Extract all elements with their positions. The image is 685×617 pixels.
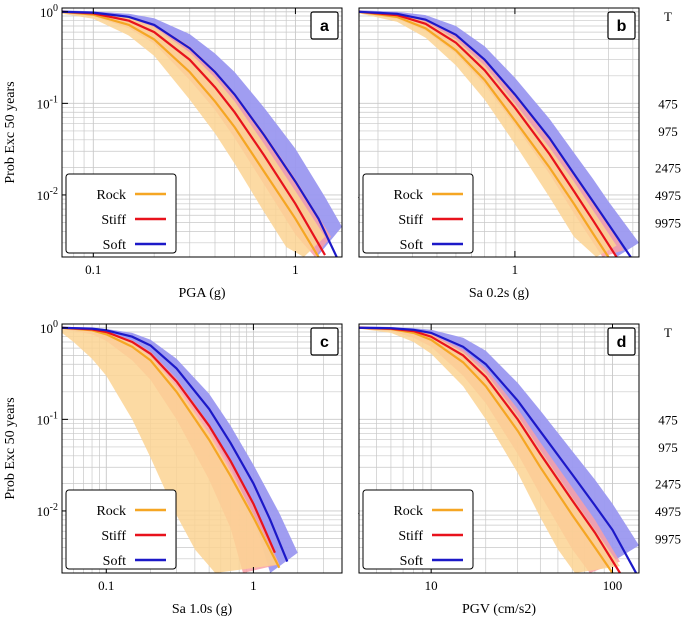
plot-frame [61,7,343,258]
line-soft [62,10,338,257]
legend-label-rock: Rock [393,504,423,519]
legend-label-stiff: Stiff [398,213,423,228]
line-soft [62,326,289,563]
legend: Rock Stiff Soft [65,489,177,570]
return-period-title: T [664,9,672,24]
band-rock [62,11,325,257]
line-rock [359,10,610,257]
plot-data [359,10,639,257]
plot-frame [358,7,640,258]
line-stiff [62,326,276,554]
x-tick-label: 0.1 [85,262,101,277]
plot-frame [358,323,640,574]
band-rock [359,11,617,257]
plot-data [62,326,298,573]
panel-c: 0.1 1 100 10-1 10-2 Sa 1.0s (g) Prob Exc 50 ye… [3,319,384,617]
line-stiff [359,10,618,257]
y-axis-title: Prob Exc 50 years [3,81,18,183]
panel-tag-box [607,11,636,40]
line-soft [359,326,638,573]
panel-tag: c [320,334,329,351]
panel-tag-box [607,327,636,356]
line-rock [359,326,614,573]
y-tick-label: 10-1 [37,410,58,427]
panel-tag: d [617,334,627,351]
return-period-label: 2475 [655,160,681,175]
return-period-label: 475 [658,412,678,427]
plot-frame [61,323,343,574]
line-soft [359,10,632,257]
x-tick-label: 10 [425,578,438,593]
x-axis-title: Sa 0.2s (g) [469,286,530,301]
x-tick-label: 0.1 [98,578,114,593]
y-axis-title: Prob Exc 50 years [3,397,18,499]
x-tick-label: 100 [603,578,623,593]
return-period-label: 4975 [655,188,681,203]
legend-label-soft: Soft [400,554,423,569]
band-rock [62,327,280,573]
x-tick-label: 1 [512,262,519,277]
plot-data [62,10,342,257]
x-axis-title: PGA (g) [178,286,225,301]
legend-label-soft: Soft [103,238,126,253]
y-tick-label: 10-2 [37,186,58,203]
plot-data [359,326,639,573]
grid [359,324,639,573]
y-tick-label: 10-1 [37,94,58,111]
legend-label-soft: Soft [400,238,423,253]
band-soft [359,326,639,562]
return-period-title: T [664,325,672,340]
y-tick-label: 100 [40,319,58,336]
legend-label-rock: Rock [96,188,126,203]
legend: Rock Stiff Soft [362,173,474,254]
x-tick-label: 1 [250,578,257,593]
legend-label-rock: Rock [393,188,423,203]
panel-tag: a [320,18,329,35]
return-period-label: 975 [658,440,678,455]
x-axis-title: Sa 1.0s (g) [172,602,233,617]
line-rock [62,326,281,569]
return-period-label: 9975 [655,532,681,547]
return-period-label: 9975 [655,216,681,231]
panel-tag-box [310,11,339,40]
return-period-label: 2475 [655,476,681,491]
legend: Rock Stiff Soft [362,489,474,570]
legend-label-stiff: Stiff [398,529,423,544]
panel-d: 10 100 PGV (cm/s2) T 475 975 2475 4975 9975 d Rock… [358,323,681,617]
return-period-label: 975 [658,124,678,139]
legend-label-stiff: Stiff [101,529,126,544]
x-tick-label: 1 [292,262,299,277]
y-tick-label: 100 [40,3,58,20]
legend-label-soft: Soft [103,554,126,569]
band-rock [359,327,620,573]
return-period-label: 475 [658,96,678,111]
x-axis-title: PGV (cm/s2) [462,602,536,617]
line-rock [62,10,320,257]
legend: Rock Stiff Soft [65,173,177,254]
legend-label-stiff: Stiff [101,213,126,228]
return-period-label: 4975 [655,504,681,519]
y-tick-label: 10-2 [37,502,58,519]
line-stiff [62,10,326,256]
panel-tag: b [617,18,627,35]
legend-label-rock: Rock [96,504,126,519]
panel-tag-box [310,327,339,356]
panel-b: 1 Sa 0.2s (g) T 475 975 2475 4975 9975 b Rock Stif… [358,7,681,301]
